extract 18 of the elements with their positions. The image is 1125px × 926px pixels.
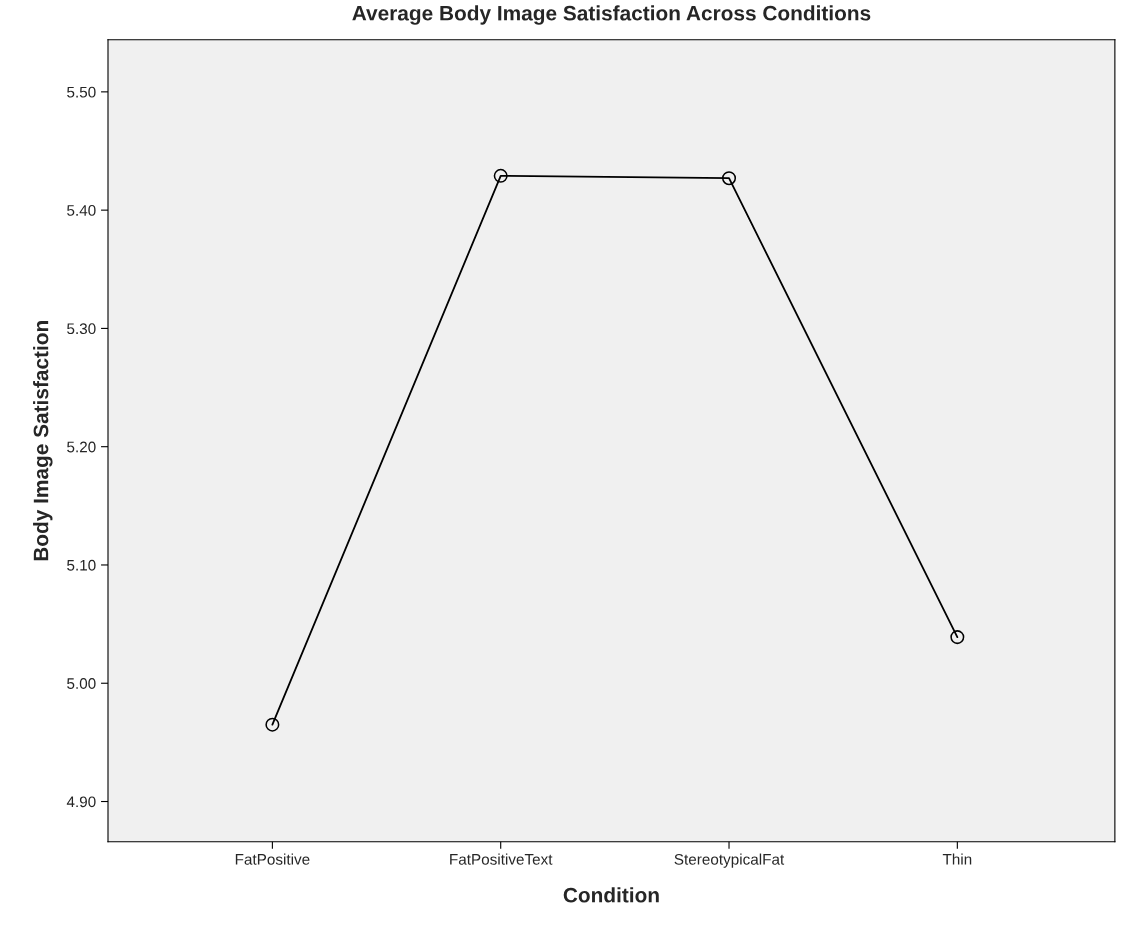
y-tick-label: 5.40 xyxy=(67,205,96,216)
y-tick-label: 4.90 xyxy=(66,796,96,808)
y-tick-label: 5.10 xyxy=(67,559,96,571)
point xyxy=(493,168,508,183)
point xyxy=(265,717,280,732)
y-tick-label: 5.50 xyxy=(67,86,96,98)
x-axis-title: Condition xyxy=(563,887,659,903)
x-tick-label: Thin xyxy=(942,853,972,865)
y-tick-label: 5.30 xyxy=(67,323,96,335)
point xyxy=(722,171,737,186)
x-tick-label: StereotypicalFat xyxy=(674,853,785,868)
y-tick-label: 5.20 xyxy=(67,441,96,453)
x-tick-label: FatPositive xyxy=(235,853,310,865)
y-axis-title: Body Image Satisfaction xyxy=(33,321,53,561)
y-tick-label: 5.00 xyxy=(67,678,96,689)
chart-title: Average Body Image Satisfaction Across Conditions xyxy=(352,5,871,25)
point xyxy=(950,630,965,645)
x-tick-label: FatPositiveText xyxy=(450,853,553,865)
